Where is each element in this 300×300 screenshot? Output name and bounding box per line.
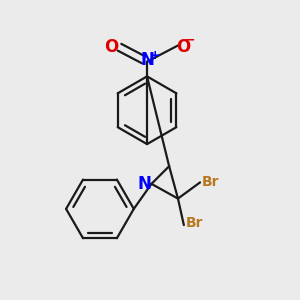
Text: N: N bbox=[137, 175, 151, 193]
Text: +: + bbox=[150, 49, 160, 62]
Text: N: N bbox=[140, 51, 154, 69]
Text: O: O bbox=[176, 38, 190, 56]
Text: −: − bbox=[185, 34, 196, 47]
Text: Br: Br bbox=[202, 176, 219, 189]
Text: O: O bbox=[104, 38, 118, 56]
Text: Br: Br bbox=[185, 216, 203, 230]
